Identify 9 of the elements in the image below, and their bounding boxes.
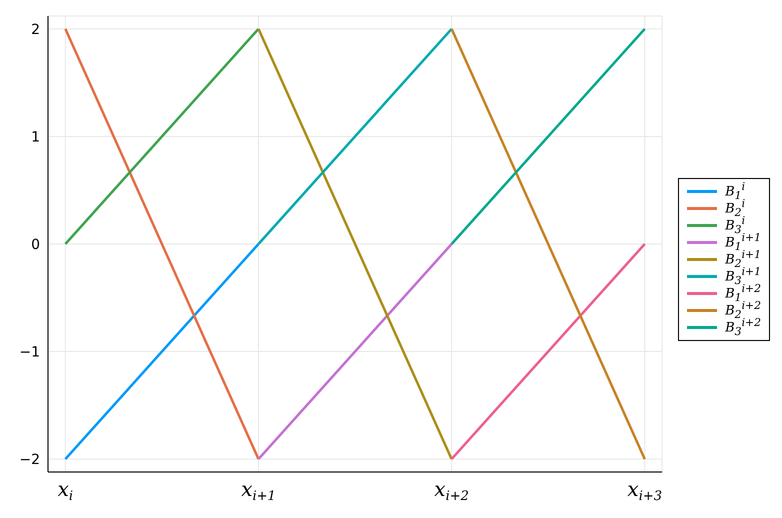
y-tick-label: 0 — [31, 236, 40, 253]
y-tick-label: −2 — [19, 452, 40, 468]
y-tick-label: −1 — [19, 344, 40, 361]
y-tick-label: 1 — [31, 129, 40, 146]
x-tick-label: x$_{i+1}$ — [241, 477, 276, 504]
x-tick-label: x$_{i+3}$ — [627, 477, 662, 504]
x-tick-label: x$_{i+2}$ — [434, 477, 469, 504]
x-tick-label: x$_{i}$ — [58, 477, 74, 504]
y-tick-label: 2 — [31, 22, 40, 38]
